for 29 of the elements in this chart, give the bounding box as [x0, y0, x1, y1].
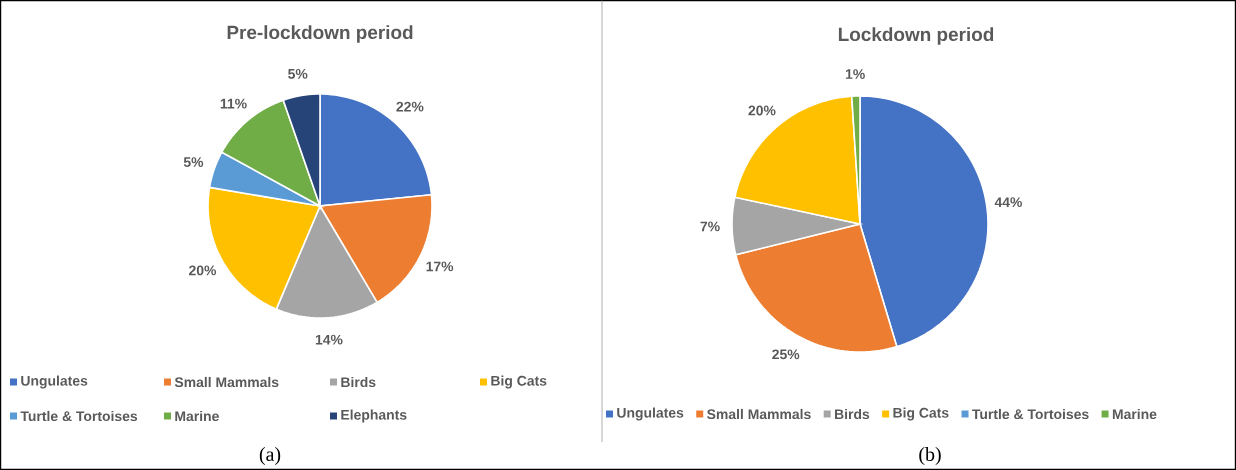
data-label: 25%: [772, 349, 800, 360]
text: (b): [919, 446, 941, 466]
legend-label: Marine: [1112, 408, 1157, 420]
data-label: 20%: [189, 265, 217, 276]
legend-label: Small Mammals: [707, 408, 811, 420]
data-label: 7%: [700, 221, 720, 232]
data-label: 1%: [845, 69, 865, 79]
legend-label: Birds: [341, 376, 376, 388]
data-label: 5%: [288, 68, 308, 79]
data-label: 11%: [220, 98, 247, 109]
data-label: 14%: [315, 334, 343, 345]
legend-label: Elephants: [341, 409, 407, 423]
chart-title: Pre-lockdown period: [227, 25, 413, 43]
legend-label: Marine: [175, 410, 219, 422]
legend-label: Turtle & Tortoises: [20, 410, 138, 422]
data-label: 20%: [748, 105, 776, 116]
legend-label: Ungulates: [617, 407, 684, 421]
legend-label: Turtle & Tortoises: [972, 408, 1089, 420]
data-label: 17%: [426, 261, 454, 272]
data-label: 44%: [994, 197, 1023, 208]
legend-label: Big Cats: [491, 375, 547, 389]
data-label: 22%: [396, 101, 424, 112]
legend-label: Big Cats: [893, 407, 949, 421]
chart-title: Lockdown period: [838, 27, 994, 45]
legend-label: Small Mammals: [174, 376, 279, 388]
text: (a): [259, 446, 281, 466]
legend-label: Ungulates: [21, 375, 88, 389]
legend-label: Birds: [835, 408, 870, 420]
data-label: 5%: [183, 157, 204, 167]
